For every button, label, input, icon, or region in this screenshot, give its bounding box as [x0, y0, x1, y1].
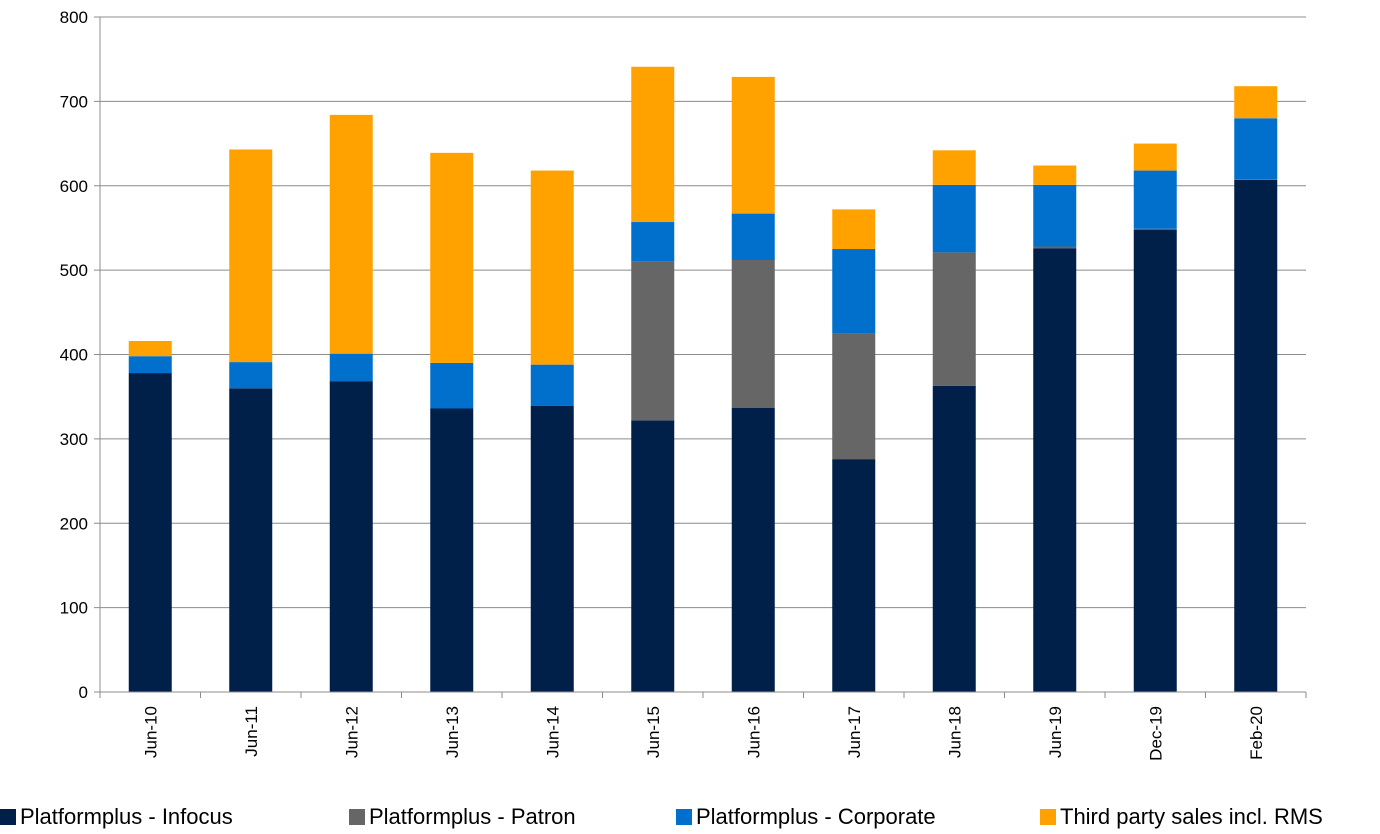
x-tick-label: Jun-14 — [543, 706, 562, 758]
y-tick-label: 800 — [60, 8, 88, 27]
bar-segment-2-jun-17 — [832, 249, 876, 334]
x-tick-label: Dec-19 — [1146, 706, 1165, 761]
axes — [94, 16, 1307, 698]
bar-segment-2-jun-14 — [530, 364, 574, 406]
bar-segment-3-jun-17 — [832, 209, 876, 250]
bar-segment-3-jun-13 — [430, 152, 474, 363]
bar-segment-2-jun-18 — [932, 184, 976, 253]
bar-segment-0-jun-19 — [1033, 248, 1077, 692]
legend-item: Platformplus - Corporate — [676, 803, 936, 831]
y-tick-label: 500 — [60, 261, 88, 280]
y-tick-label: 600 — [60, 177, 88, 196]
bar-segment-3-dec-19 — [1133, 143, 1177, 171]
legend-swatch — [0, 809, 16, 825]
bar-segment-3-jun-18 — [932, 150, 976, 185]
bar-segment-2-feb-20 — [1234, 118, 1278, 179]
bar-segment-3-jun-16 — [731, 76, 775, 214]
bar-segment-2-jun-11 — [229, 362, 273, 389]
bar-segment-0-jun-18 — [932, 385, 976, 692]
x-tick-label: Jun-16 — [744, 706, 763, 758]
bar-segment-1-jun-18 — [932, 252, 976, 386]
bar-segment-3-jun-14 — [530, 170, 574, 365]
legend-item: Platformplus - Infocus — [0, 803, 233, 831]
legend-label: Platformplus - Infocus — [20, 804, 233, 829]
legend-swatch — [676, 809, 692, 825]
legend-label: Platformplus - Patron — [369, 804, 576, 829]
x-tick-label: Jun-19 — [1046, 706, 1065, 758]
bar-segment-1-feb-20 — [1234, 179, 1278, 180]
x-tick-label: Jun-15 — [644, 706, 663, 758]
legend-item: Platformplus - Patron — [349, 803, 576, 831]
x-tick-label: Jun-17 — [845, 706, 864, 758]
bar-segment-2-jun-15 — [631, 222, 675, 262]
bar-segment-2-jun-12 — [329, 353, 373, 382]
y-tick-label: 400 — [60, 346, 88, 365]
bar-segment-2-jun-13 — [430, 362, 474, 409]
bar-segment-3-feb-20 — [1234, 86, 1278, 119]
legend-swatch — [349, 809, 365, 825]
legend-item: Third party sales incl. RMS — [1040, 803, 1323, 831]
bar-segment-0-jun-10 — [128, 373, 172, 692]
x-tick-labels: Jun-10 Jun-11 Jun-12 Jun-13 Jun-14 Jun-15 Jun-… — [141, 706, 1266, 761]
legend-swatch — [1040, 809, 1056, 825]
bar-segment-0-feb-20 — [1234, 179, 1278, 692]
x-tick-label: Jun-11 — [242, 706, 261, 757]
bar-segment-0-jun-16 — [731, 407, 775, 692]
bar-segment-0-jun-11 — [229, 388, 273, 692]
x-tick-label: Feb-20 — [1247, 706, 1266, 760]
bar-segment-1-jun-17 — [832, 333, 876, 460]
bar-segment-0-dec-19 — [1133, 229, 1177, 692]
y-tick-label: 300 — [60, 430, 88, 449]
bar-segment-3-jun-11 — [229, 149, 273, 363]
bar-segment-3-jun-12 — [329, 114, 373, 354]
legend: Platformplus - Infocus Platformplus - Pat… — [0, 803, 1380, 834]
gridlines — [100, 16, 1306, 609]
bar-segment-1-dec-19 — [1133, 228, 1177, 230]
y-tick-label: 0 — [79, 683, 88, 702]
bar-segment-1-jun-16 — [731, 260, 775, 408]
bar-segment-0-jun-17 — [832, 459, 876, 692]
y-tick-labels: 0 100 200 300 400 500 600 700 800 — [60, 8, 88, 702]
bar-segment-2-jun-10 — [128, 356, 172, 374]
bar-segment-2-dec-19 — [1133, 170, 1177, 229]
bar-segment-0-jun-14 — [530, 405, 574, 692]
bar-segment-0-jun-12 — [329, 381, 373, 692]
bar-segment-3-jun-10 — [128, 341, 172, 357]
bar-segment-2-jun-19 — [1033, 184, 1077, 247]
bar-segment-0-jun-13 — [430, 408, 474, 692]
x-tick-label: Jun-13 — [443, 706, 462, 758]
legend-label: Platformplus - Corporate — [696, 804, 936, 829]
x-tick-label: Jun-18 — [945, 706, 964, 758]
y-tick-label: 700 — [60, 92, 88, 111]
bar-segment-2-jun-16 — [731, 213, 775, 260]
x-tick-label: Jun-10 — [141, 706, 160, 758]
legend-label: Third party sales incl. RMS — [1060, 804, 1323, 829]
bar-segment-3-jun-19 — [1033, 165, 1077, 185]
bar-segment-1-jun-15 — [631, 261, 675, 421]
bar-segment-0-jun-15 — [631, 420, 675, 692]
bars — [128, 66, 1278, 692]
bar-segment-1-jun-19 — [1033, 246, 1077, 249]
bar-segment-3-jun-15 — [631, 66, 675, 223]
x-tick-label: Jun-12 — [342, 706, 361, 758]
y-tick-label: 100 — [60, 599, 88, 618]
y-tick-label: 200 — [60, 514, 88, 533]
